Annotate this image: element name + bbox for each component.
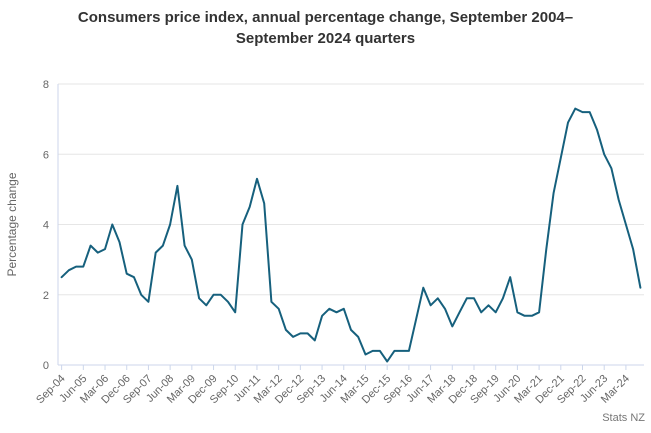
cpi-series-line	[60, 107, 642, 363]
credit-stats-nz-link[interactable]: Stats NZ	[602, 412, 645, 424]
y-axis-tick-label: 2	[43, 290, 49, 302]
y-axis-tick-label: 0	[43, 360, 49, 372]
y-axis-tick-label: 6	[43, 149, 49, 161]
y-axis-tick-label: 8	[43, 79, 49, 91]
chart-title: Consumers price index, annual percentage…	[77, 9, 574, 47]
y-axis-tick-label: 4	[43, 220, 49, 232]
y-axis-title: Percentage change	[5, 172, 19, 276]
